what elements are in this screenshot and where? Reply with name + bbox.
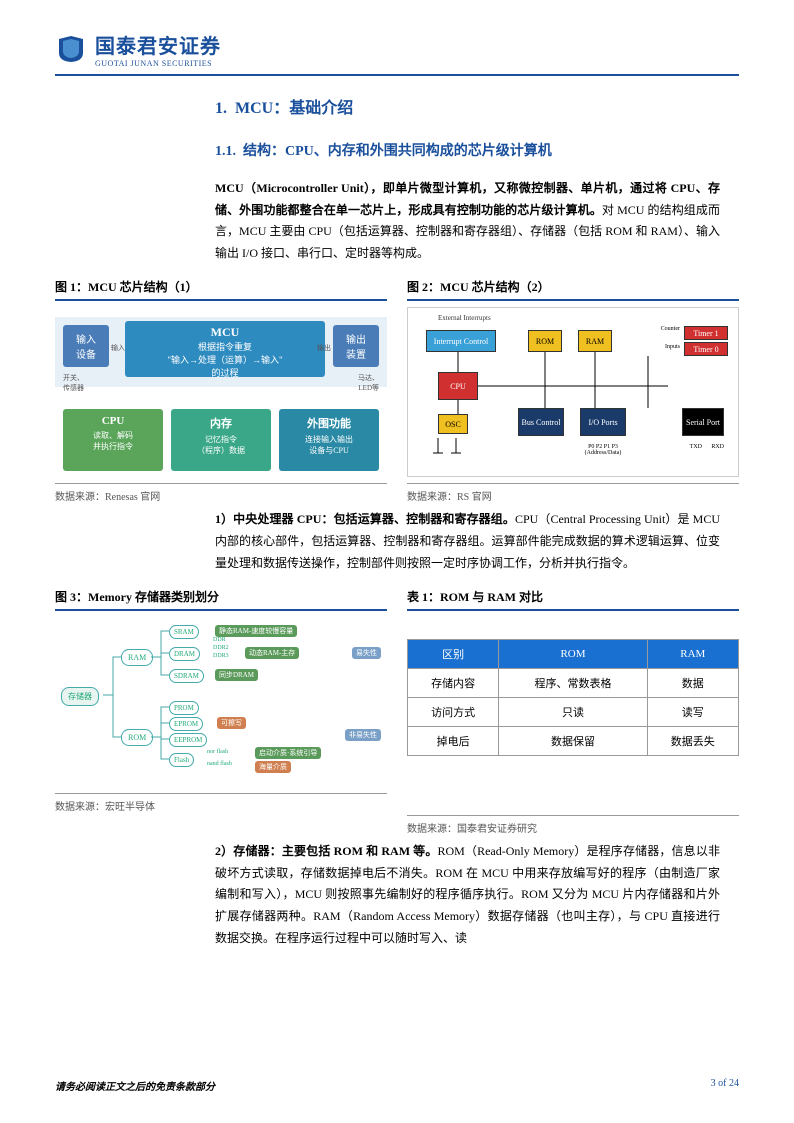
body-content: 1. MCU：基础介绍 1.1. 结构：CPU、内存和外围共同构成的芯片级计算机… — [215, 94, 720, 264]
table-row: 访问方式只读读写 — [408, 698, 739, 727]
fig2-ram: RAM — [578, 330, 612, 352]
fig1-diagram: 输入 设备 输入 MCU 根据指令重复 "输入→处理（运算）→输入" 的过程 输… — [55, 307, 387, 477]
fig1-peripheral: 外围功能连接输入输出 设备与CPU — [279, 409, 379, 471]
fig2-timer1: Timer 1 — [684, 326, 728, 340]
fig2-serial: Serial Port — [682, 408, 724, 436]
section-1-1-heading: 1.1. 结构：CPU、内存和外围共同构成的芯片级计算机 — [215, 140, 720, 160]
footer-disclaimer: 请务必阅读正文之后的免责条款部分 — [55, 1078, 215, 1093]
fig1-input-box: 输入 设备 — [63, 325, 109, 367]
fig1-source: 数据来源：Renesas 官网 — [55, 483, 387, 503]
table-1: 表 1：ROM 与 RAM 对比 区别 ROM RAM 存储内容程序、常数表格数… — [407, 588, 739, 835]
company-name-en: GUOTAI JUNAN SECURITIES — [95, 59, 221, 68]
figure-row-2: 图 3：Memory 存储器类别划分 存储器 RAM ROM SRAM DRAM… — [55, 588, 739, 835]
fig1-memory: 内存记忆指令 （程序）数据 — [171, 409, 271, 471]
fig2-io: I/O Ports — [580, 408, 626, 436]
figure-3: 图 3：Memory 存储器类别划分 存储器 RAM ROM SRAM DRAM… — [55, 588, 387, 835]
rom-ram-table: 区别 ROM RAM 存储内容程序、常数表格数据 访问方式只读读写 掉电后数据保… — [407, 639, 739, 756]
paragraph-1: MCU（Microcontroller Unit），即单片微型计算机，又称微控制… — [215, 178, 720, 264]
paragraph-2: 1）中央处理器 CPU：包括运算器、控制器和寄存器组。CPU（Central P… — [215, 509, 720, 574]
fig1-cpu: CPU读取、解码 并执行指令 — [63, 409, 163, 471]
fig2-diagram: External Interrupts Interrupt Control RO… — [407, 307, 739, 477]
fig2-interrupt: Interrupt Control — [426, 330, 496, 352]
page-footer: 请务必阅读正文之后的免责条款部分 3 of 24 — [55, 1078, 739, 1093]
fig1-mcu-box: MCU 根据指令重复 "输入→处理（运算）→输入" 的过程 — [125, 321, 325, 377]
fig2-rom: ROM — [528, 330, 562, 352]
body-content-3: 2）存储器：主要包括 ROM 和 RAM 等。ROM（Read-Only Mem… — [215, 841, 720, 949]
company-name-cn: 国泰君安证券 — [95, 30, 221, 59]
fig1-output-box: 输出 装置 — [333, 325, 379, 367]
fig2-osc: OSC — [438, 414, 468, 434]
table1-source: 数据来源：国泰君安证券研究 — [407, 815, 739, 835]
page-number: 3 of 24 — [711, 1078, 739, 1093]
paragraph-3: 2）存储器：主要包括 ROM 和 RAM 等。ROM（Read-Only Mem… — [215, 841, 720, 949]
fig2-bus: Bus Control — [518, 408, 564, 436]
fig3-source: 数据来源：宏旺半导体 — [55, 793, 387, 813]
fig2-source: 数据来源：RS 官网 — [407, 483, 739, 503]
body-content-2: 1）中央处理器 CPU：包括运算器、控制器和寄存器组。CPU（Central P… — [215, 509, 720, 574]
company-logo-icon — [55, 35, 87, 63]
section-1-heading: 1. MCU：基础介绍 — [215, 94, 720, 118]
fig2-timer0: Timer 0 — [684, 342, 728, 356]
figure-2: 图 2：MCU 芯片结构（2） External Interrupts Inte… — [407, 278, 739, 503]
page-header: 国泰君安证券 GUOTAI JUNAN SECURITIES — [55, 30, 739, 76]
table-row: 掉电后数据保留数据丢失 — [408, 727, 739, 756]
figure-row-1: 图 1：MCU 芯片结构（1） 输入 设备 输入 MCU 根据指令重复 "输入→… — [55, 278, 739, 503]
figure-1: 图 1：MCU 芯片结构（1） 输入 设备 输入 MCU 根据指令重复 "输入→… — [55, 278, 387, 503]
fig2-cpu: CPU — [438, 372, 478, 400]
table-row: 存储内容程序、常数表格数据 — [408, 669, 739, 698]
fig3-tree: 存储器 RAM ROM SRAM DRAM SDRAM DDRDDR2DDR3 … — [55, 617, 387, 787]
